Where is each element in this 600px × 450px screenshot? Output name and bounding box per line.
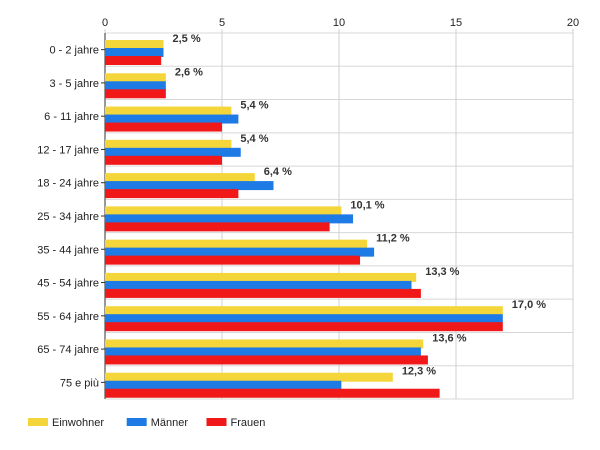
legend-label: Männer [151, 417, 189, 429]
data-label: 5,4 % [240, 133, 268, 145]
legend-label: Einwohner [52, 417, 104, 429]
bar-einwohner [105, 173, 255, 183]
bar-frauen [105, 89, 166, 99]
data-label: 6,4 % [264, 166, 292, 178]
bar-einwohner [105, 40, 164, 49]
bar-m-nner [105, 314, 503, 324]
category-label: 18 - 24 jahre [37, 178, 99, 190]
bar-frauen [105, 355, 428, 365]
bar-m-nner [105, 114, 239, 124]
bar-einwohner [105, 306, 503, 316]
category-label: 35 - 44 jahre [37, 244, 99, 256]
bar-einwohner [105, 272, 417, 282]
x-tick-label: 5 [219, 17, 225, 29]
category-label: 6 - 11 jahre [44, 111, 99, 123]
category-label: 75 e più [60, 377, 99, 389]
bar-einwohner [105, 106, 232, 116]
data-label: 13,3 % [425, 266, 459, 278]
bar-m-nner [105, 247, 375, 257]
data-label: 2,5 % [173, 33, 201, 45]
category-label: 12 - 17 jahre [37, 144, 99, 156]
bar-einwohner [105, 206, 342, 216]
legend-swatch-m-nner [126, 418, 147, 426]
category-label: 3 - 5 jahre [49, 78, 99, 90]
data-label: 10,1 % [350, 199, 384, 211]
bar-frauen [105, 189, 239, 199]
bar-einwohner [105, 372, 393, 382]
bar-frauen [105, 222, 330, 232]
category-label: 0 - 2 jahre [49, 45, 99, 57]
bar-frauen [105, 388, 440, 398]
bar-einwohner [105, 139, 232, 149]
data-label: 13,6 % [432, 332, 466, 344]
legend-swatch-einwohner [28, 418, 48, 426]
x-tick-label: 15 [450, 17, 462, 29]
data-label: 5,4 % [240, 100, 268, 112]
bar-einwohner [105, 239, 368, 249]
category-label: 25 - 34 jahre [37, 211, 99, 223]
bar-frauen [105, 122, 222, 132]
legend-label: Frauen [231, 417, 266, 429]
bar-einwohner [105, 73, 166, 83]
bar-m-nner [105, 81, 166, 91]
bar-frauen [105, 288, 421, 298]
category-label: 65 - 74 jahre [37, 344, 99, 356]
x-tick-label: 0 [102, 17, 108, 29]
category-label: 45 - 54 jahre [37, 278, 99, 290]
bar-m-nner [105, 347, 421, 357]
bar-m-nner [105, 147, 241, 157]
bar-m-nner [105, 380, 342, 390]
bar-frauen [105, 255, 361, 265]
bar-m-nner [105, 214, 354, 224]
data-label: 17,0 % [512, 299, 546, 311]
x-tick-label: 20 [567, 17, 579, 29]
bar-frauen [105, 155, 222, 165]
data-label: 2,6 % [175, 66, 203, 78]
bar-m-nner [105, 280, 412, 290]
data-label: 12,3 % [402, 366, 436, 378]
bar-einwohner [105, 339, 424, 349]
x-tick-label: 10 [333, 17, 345, 29]
category-label: 55 - 64 jahre [37, 311, 99, 323]
bar-m-nner [105, 48, 164, 57]
legend-swatch-frauen [206, 418, 227, 426]
bar-frauen [105, 56, 162, 65]
data-label: 11,2 % [376, 233, 410, 245]
bar-frauen [105, 322, 503, 332]
bar-m-nner [105, 181, 274, 191]
